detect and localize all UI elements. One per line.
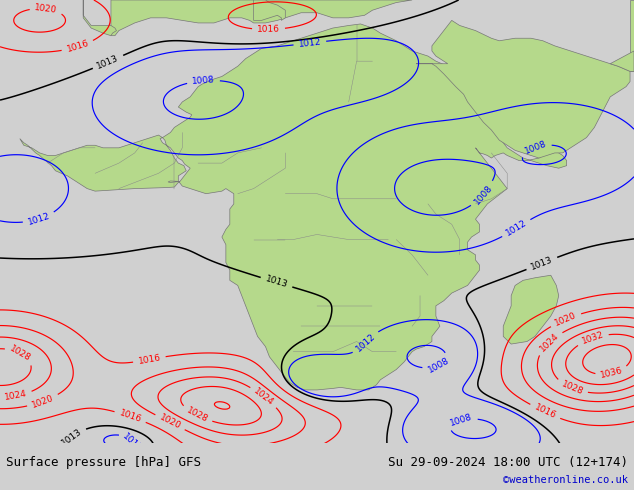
Text: 1032: 1032: [580, 330, 605, 346]
Text: 1013: 1013: [96, 53, 120, 71]
Text: 1016: 1016: [257, 25, 280, 34]
Text: Su 29-09-2024 18:00 UTC (12+174): Su 29-09-2024 18:00 UTC (12+174): [387, 456, 628, 468]
Text: ©weatheronline.co.uk: ©weatheronline.co.uk: [503, 475, 628, 485]
Text: 1024: 1024: [4, 390, 28, 402]
Text: 1012: 1012: [27, 211, 51, 227]
Text: 1020: 1020: [553, 311, 578, 328]
Text: 1016: 1016: [65, 39, 90, 54]
Text: 1013: 1013: [60, 426, 84, 447]
Text: 1016: 1016: [118, 409, 143, 424]
Polygon shape: [20, 24, 567, 390]
Text: 1024: 1024: [538, 331, 560, 353]
Text: 1008: 1008: [472, 183, 494, 206]
Text: 1016: 1016: [138, 353, 162, 366]
Text: 1028: 1028: [184, 406, 209, 424]
Polygon shape: [254, 0, 285, 21]
Text: 1036: 1036: [600, 367, 624, 380]
Text: 1013: 1013: [264, 275, 289, 290]
Polygon shape: [111, 0, 412, 36]
Text: 1008: 1008: [523, 139, 548, 156]
Text: 1008: 1008: [426, 356, 451, 375]
Text: 1020: 1020: [34, 3, 58, 15]
Polygon shape: [416, 21, 630, 158]
Text: 1008: 1008: [191, 75, 215, 86]
Text: 1024: 1024: [252, 387, 276, 408]
Text: 1020: 1020: [158, 413, 182, 431]
Text: 1013: 1013: [529, 255, 554, 272]
Text: 1028: 1028: [8, 344, 33, 363]
Polygon shape: [630, 0, 634, 72]
Text: 1012: 1012: [298, 37, 321, 49]
Polygon shape: [610, 51, 634, 72]
Text: Surface pressure [hPa] GFS: Surface pressure [hPa] GFS: [6, 456, 202, 468]
Text: 1016: 1016: [533, 403, 557, 421]
Text: 1012: 1012: [504, 219, 529, 238]
Text: 1020: 1020: [30, 393, 55, 410]
Text: 1028: 1028: [560, 380, 585, 397]
Text: 1012: 1012: [121, 431, 144, 453]
Polygon shape: [503, 275, 559, 344]
Text: 1008: 1008: [449, 412, 474, 428]
Polygon shape: [83, 0, 117, 36]
Text: 1012: 1012: [354, 331, 377, 353]
